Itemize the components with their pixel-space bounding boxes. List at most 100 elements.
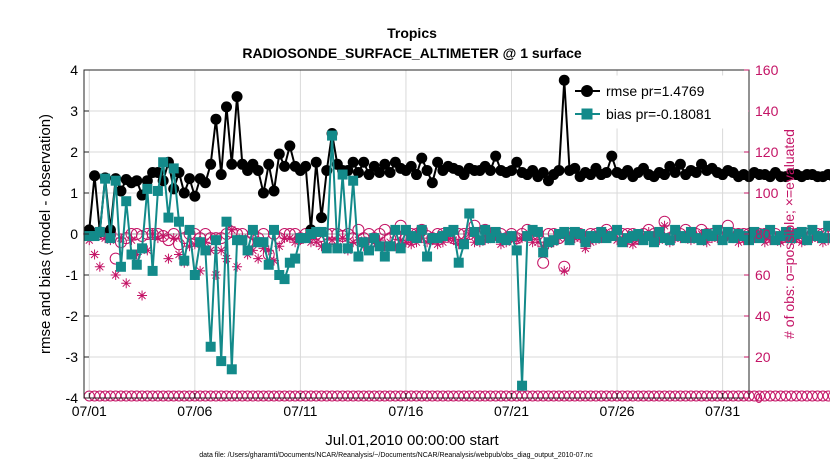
bias-point: [749, 226, 760, 237]
obs-evaluated-marker: [263, 245, 274, 256]
obs-baseline-possible-marker: [791, 390, 802, 402]
bias-point: [221, 216, 232, 227]
bias-point: [501, 235, 512, 246]
obs-baseline-possible-marker: [817, 390, 829, 402]
obs-baseline-possible-marker: [564, 390, 576, 402]
bias-point: [733, 229, 744, 239]
obs-evaluated-marker: [147, 229, 158, 239]
obs-baseline-possible-marker: [764, 390, 776, 402]
obs-evaluated-marker: [654, 235, 665, 246]
obs-baseline-possible-marker: [479, 390, 491, 402]
obs-baseline-possible-marker: [221, 390, 232, 402]
bias-point: [422, 251, 433, 262]
obs-evaluated-marker: [733, 237, 744, 248]
bias-point: [712, 224, 723, 235]
obs-baseline-possible-marker: [384, 390, 396, 402]
obs-baseline-possible-marker: [727, 390, 739, 402]
obs-evaluated-marker: [247, 245, 258, 256]
obs-baseline-possible-marker: [706, 390, 718, 402]
bias-point: [94, 226, 105, 237]
obs-baseline-possible-marker: [231, 390, 243, 402]
bias-point: [290, 253, 301, 264]
obs-evaluated-marker: [121, 278, 132, 289]
obs-baseline-possible-marker: [331, 390, 343, 402]
obs-evaluated-marker: [749, 233, 760, 244]
obs-evaluated-marker: [559, 265, 570, 276]
bias-point: [680, 233, 691, 244]
rmse-point: [426, 177, 438, 189]
x-tick-label: 07/21: [494, 403, 529, 419]
rmse-point: [432, 156, 444, 168]
x-tick-label: 07/11: [283, 403, 317, 419]
rmse-point: [310, 156, 322, 168]
rmse-point: [690, 167, 702, 178]
legend-rmse-marker: [581, 85, 593, 97]
obs-baseline-possible-marker: [363, 390, 375, 402]
obs-evaluated-marker: [416, 233, 427, 244]
rmse-point: [252, 164, 264, 176]
bias-point: [448, 224, 459, 235]
obs-evaluated-marker: [353, 235, 364, 246]
x-tick-label: 07/31: [705, 403, 740, 419]
obs-evaluated-marker: [142, 245, 153, 256]
bias-point: [627, 231, 638, 242]
obs-evaluated-marker: [284, 233, 295, 244]
obs-baseline-possible-marker: [236, 390, 248, 402]
rmse-point: [257, 187, 269, 199]
obs-evaluated-marker: [395, 235, 406, 246]
obs-evaluated-marker: [279, 233, 290, 244]
bias-point: [168, 163, 179, 174]
bias-point: [575, 229, 586, 239]
bias-point: [580, 237, 591, 248]
obs-possible-marker: [827, 229, 830, 239]
obs-evaluated-marker: [258, 243, 269, 254]
obs-evaluated-marker: [337, 233, 348, 244]
obs-evaluated-marker: [348, 237, 359, 248]
rmse-point: [284, 140, 296, 152]
obs-baseline-possible-marker: [532, 390, 544, 402]
bias-point: [385, 241, 396, 252]
obs-baseline-possible-marker: [99, 390, 111, 402]
obs-baseline-possible-marker: [347, 390, 359, 402]
obs-evaluated-marker: [612, 235, 623, 246]
legend-bias-marker: [581, 108, 593, 120]
bias-point: [353, 251, 364, 262]
y2-tick-label: 0: [755, 390, 763, 406]
obs-baseline-possible-marker: [590, 390, 602, 402]
obs-baseline-possible-marker: [305, 390, 317, 402]
bias-point: [527, 224, 538, 235]
obs-evaluated-marker: [406, 239, 417, 250]
y2-tick-label: 40: [755, 308, 771, 324]
rmse-point: [168, 183, 180, 195]
obs-evaluated-marker: [311, 237, 322, 248]
obs-baseline-possible-marker: [205, 390, 217, 402]
rmse-point: [374, 167, 386, 178]
obs-baseline-possible-marker: [421, 390, 433, 402]
obs-evaluated-marker: [269, 255, 279, 266]
rmse-point: [352, 167, 364, 178]
obs-evaluated-marker: [480, 235, 491, 246]
obs-baseline-possible-marker: [796, 390, 808, 402]
obs-evaluated-marker: [94, 261, 105, 272]
bias-point: [284, 257, 295, 268]
obs-baseline-possible-marker: [553, 390, 565, 402]
obs-baseline-possible-marker: [310, 390, 322, 402]
rmse-point: [659, 169, 671, 181]
bias-point: [596, 226, 607, 237]
bias-point: [274, 270, 285, 280]
bias-point: [158, 157, 169, 168]
bias-point: [400, 224, 411, 235]
bias-point: [105, 233, 116, 244]
bias-point: [464, 208, 475, 219]
bias-point: [137, 243, 148, 254]
y-tick-label: -1: [66, 267, 79, 283]
obs-evaluated-marker: [511, 235, 522, 246]
bias-point: [121, 196, 132, 207]
rmse-point: [490, 150, 502, 162]
obs-baseline-possible-marker: [458, 390, 470, 402]
bias-point: [205, 341, 216, 352]
bias-point: [411, 233, 422, 244]
obs-evaluated-marker: [374, 235, 385, 246]
bias-point: [395, 243, 406, 254]
obs-evaluated-marker: [422, 237, 433, 248]
